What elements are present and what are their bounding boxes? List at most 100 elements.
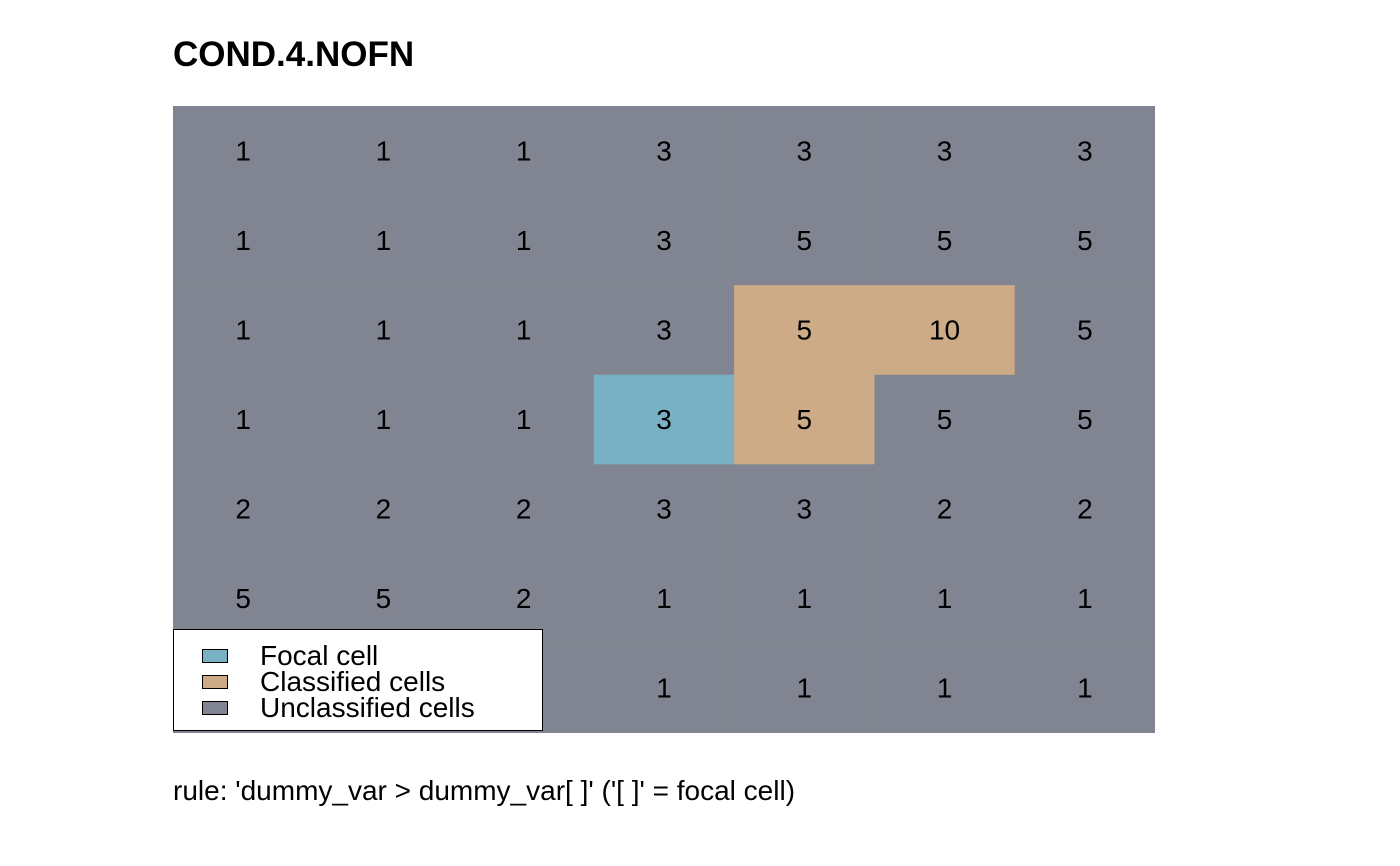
cell-value-label: 5 bbox=[376, 583, 392, 614]
cell-value-label: 1 bbox=[797, 583, 813, 614]
cell-value-label: 1 bbox=[1077, 583, 1093, 614]
cell-value-label: 2 bbox=[937, 494, 953, 525]
cell-value-label: 3 bbox=[797, 494, 813, 525]
cell-value-label: 10 bbox=[929, 314, 960, 345]
unclassified-cell bbox=[453, 285, 595, 376]
unclassified-cell bbox=[874, 106, 1016, 197]
legend-swatch-classified bbox=[202, 675, 228, 689]
unclassified-cell bbox=[1014, 106, 1155, 197]
cell-value-label: 5 bbox=[1077, 314, 1093, 345]
unclassified-cell bbox=[173, 195, 314, 286]
unclassified-cell bbox=[874, 643, 1016, 733]
cell-value-label: 5 bbox=[797, 314, 813, 345]
unclassified-cell bbox=[453, 374, 595, 465]
unclassified-cell bbox=[173, 106, 314, 197]
unclassified-cell bbox=[1014, 464, 1155, 555]
legend-item-classified: Classified cells bbox=[202, 666, 446, 697]
unclassified-cell bbox=[874, 195, 1016, 286]
cell-value-label: 1 bbox=[516, 135, 532, 166]
cell-value-label: 5 bbox=[1077, 225, 1093, 256]
cell-value-label: 1 bbox=[235, 314, 251, 345]
cell-value-label: 2 bbox=[376, 494, 392, 525]
cell-value-label: 1 bbox=[516, 314, 532, 345]
cell-value-label: 3 bbox=[656, 314, 672, 345]
unclassified-cell bbox=[1014, 285, 1155, 376]
cell-value-label: 1 bbox=[376, 135, 392, 166]
unclassified-cell bbox=[734, 106, 876, 197]
cell-value-label: 1 bbox=[376, 225, 392, 256]
unclassified-cell bbox=[173, 285, 314, 376]
unclassified-cell bbox=[313, 195, 455, 286]
cell-value-label: 3 bbox=[797, 135, 813, 166]
cell-value-label: 5 bbox=[937, 404, 953, 435]
unclassified-cell bbox=[313, 464, 455, 555]
legend-swatch-unclassified bbox=[202, 701, 228, 715]
cell-value-label: 2 bbox=[1077, 494, 1093, 525]
cell-value-label: 1 bbox=[376, 404, 392, 435]
unclassified-cell bbox=[593, 106, 735, 197]
classified-cell bbox=[734, 285, 876, 376]
legend: Focal cell Classified cells Unclassified… bbox=[173, 629, 543, 731]
unclassified-cell bbox=[453, 106, 595, 197]
cell-value-label: 1 bbox=[235, 225, 251, 256]
unclassified-cell bbox=[1014, 195, 1155, 286]
cell-value-label: 5 bbox=[937, 225, 953, 256]
cell-value-label: 2 bbox=[516, 583, 532, 614]
cell-value-label: 1 bbox=[1077, 673, 1093, 704]
legend-label-classified: Classified cells bbox=[260, 666, 446, 697]
unclassified-cell bbox=[453, 464, 595, 555]
classified-cell bbox=[874, 285, 1016, 376]
chart-title: COND.4.NOFN bbox=[173, 35, 415, 74]
unclassified-cell bbox=[734, 643, 876, 733]
cell-value-label: 2 bbox=[235, 494, 251, 525]
unclassified-cell bbox=[313, 106, 455, 197]
unclassified-cell bbox=[593, 553, 735, 645]
unclassified-cell bbox=[1014, 374, 1155, 465]
cell-value-label: 1 bbox=[797, 673, 813, 704]
unclassified-cell bbox=[874, 464, 1016, 555]
legend-label-focal: Focal cell bbox=[260, 640, 379, 671]
unclassified-cell bbox=[313, 285, 455, 376]
cell-value-label: 3 bbox=[1077, 135, 1093, 166]
classified-cell bbox=[734, 374, 876, 465]
unclassified-cell bbox=[593, 285, 735, 376]
cell-value-label: 1 bbox=[656, 673, 672, 704]
cell-value-label: 1 bbox=[937, 673, 953, 704]
unclassified-cell bbox=[1014, 553, 1155, 645]
cell-value-label: 1 bbox=[516, 225, 532, 256]
cell-value-label: 5 bbox=[797, 225, 813, 256]
unclassified-cell bbox=[593, 464, 735, 555]
cell-value-label: 5 bbox=[1077, 404, 1093, 435]
cell-value-label: 1 bbox=[376, 314, 392, 345]
cell-value-label: 1 bbox=[656, 583, 672, 614]
unclassified-cell bbox=[734, 464, 876, 555]
legend-label-unclassified: Unclassified cells bbox=[260, 692, 475, 723]
cell-value-label: 5 bbox=[797, 404, 813, 435]
unclassified-cell bbox=[734, 195, 876, 286]
cell-value-label: 3 bbox=[937, 135, 953, 166]
unclassified-cell bbox=[173, 374, 314, 465]
cell-value-label: 1 bbox=[235, 404, 251, 435]
cell-value-label: 1 bbox=[235, 135, 251, 166]
unclassified-cell bbox=[593, 643, 735, 733]
cell-value-label: 3 bbox=[656, 494, 672, 525]
unclassified-cell bbox=[874, 553, 1016, 645]
legend-item-focal: Focal cell bbox=[202, 640, 379, 671]
cell-value-label: 1 bbox=[937, 583, 953, 614]
unclassified-cell bbox=[874, 374, 1016, 465]
unclassified-cell bbox=[453, 195, 595, 286]
cell-value-label: 3 bbox=[656, 404, 672, 435]
raster-grid: 1 1 1 3 3 3 3 1 1 1 3 5 5 5 1 1 1 3 5 10 5 1 1 1 3 5 5 5 2 2 2 3 3 2 2 5 5 2 1… bbox=[173, 106, 1155, 733]
focal-cell bbox=[593, 374, 735, 465]
unclassified-cell bbox=[313, 374, 455, 465]
cell-value-label: 1 bbox=[516, 404, 532, 435]
unclassified-cell bbox=[593, 195, 735, 286]
cell-value-label: 2 bbox=[516, 494, 532, 525]
cell-value-label: 3 bbox=[656, 135, 672, 166]
rule-caption: rule: 'dummy_var > dummy_var[ ]' ('[ ]' … bbox=[173, 775, 796, 806]
legend-item-unclassified: Unclassified cells bbox=[202, 692, 475, 723]
unclassified-cell bbox=[734, 553, 876, 645]
unclassified-cell bbox=[1014, 643, 1155, 733]
cell-value-label: 5 bbox=[235, 583, 251, 614]
cell-value-label: 3 bbox=[656, 225, 672, 256]
